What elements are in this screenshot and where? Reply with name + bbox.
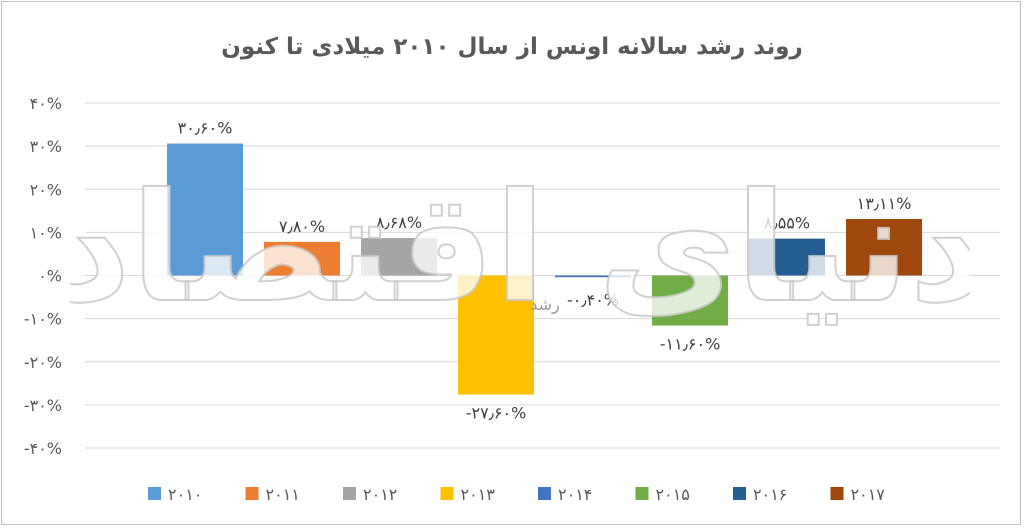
y-tick-label: -۱۰%: [24, 310, 62, 329]
legend-swatch: [635, 487, 649, 500]
data-label: ۱۳٫۱۱%: [857, 194, 912, 213]
bar: [749, 238, 825, 276]
bar: [652, 275, 728, 326]
legend-swatch: [440, 487, 454, 500]
legend-label: ۲۰۱۰: [168, 485, 202, 504]
legend-label: ۲۰۱۶: [753, 485, 787, 504]
y-tick-label: -۴۰%: [24, 439, 62, 458]
bar: [555, 275, 631, 278]
legend-swatch: [733, 487, 746, 500]
legend-label: ۲۰۱۱: [266, 485, 300, 504]
data-label: -۰٫۴۰%: [567, 291, 619, 310]
legend-swatch: [830, 487, 844, 500]
bar: [846, 218, 922, 276]
legend-label: ۲۰۱۲: [363, 485, 397, 504]
legend: ۲۰۱۰ ۲۰۱۱ ۲۰۱۲ ۲۰۱۳ ۲۰۱۴ ۲۰۱۵ ۲۰۱۶ ۲۰۱۷: [148, 485, 885, 504]
data-label: ۸٫۵۵%: [764, 214, 810, 233]
legend-swatch: [538, 487, 551, 500]
chart-title: روند رشد سالانه اونس از سال ۲۰۱۰ میلادی …: [221, 34, 803, 60]
bar: [264, 241, 340, 276]
data-label: ۷٫۸۰%: [279, 217, 325, 236]
bars: [167, 143, 922, 395]
legend-label: ۲۰۱۵: [656, 485, 690, 504]
y-tick-label: ۱۰%: [30, 223, 62, 242]
y-axis: -۴۰% -۳۰% -۲۰% -۱۰% ۰% ۱۰% ۲۰% ۳۰% ۴۰%: [24, 94, 62, 458]
legend-label: ۲۰۱۴: [558, 485, 592, 504]
bar: [361, 238, 437, 276]
data-labels: ۳۰٫۶۰% ۷٫۸۰% ۸٫۶۸% -۲۷٫۶۰% -۰٫۴۰% -۱۱٫۶۰% ۸٫۵۵…: [178, 119, 912, 423]
data-label: -۱۱٫۶۰%: [660, 335, 721, 354]
legend-label: ۲۰۱۷: [851, 485, 886, 504]
legend-swatch: [148, 487, 161, 500]
data-label: -۲۷٫۶۰%: [466, 404, 527, 423]
y-tick-label: -۲۰%: [24, 353, 62, 372]
legend-swatch: [245, 487, 259, 500]
bar: [167, 143, 243, 276]
bar: [458, 275, 534, 395]
y-tick-label: -۳۰%: [24, 396, 62, 415]
y-tick-label: ۴۰%: [30, 94, 62, 113]
y-tick-label: ۰%: [38, 267, 62, 286]
legend-swatch: [343, 487, 356, 500]
legend-label: ۲۰۱۳: [461, 485, 496, 504]
data-label: ۳۰٫۶۰%: [178, 119, 233, 138]
y-tick-label: ۳۰%: [30, 137, 62, 156]
data-label: ۸٫۶۸%: [376, 213, 422, 232]
y-tick-label: ۲۰%: [30, 180, 62, 199]
